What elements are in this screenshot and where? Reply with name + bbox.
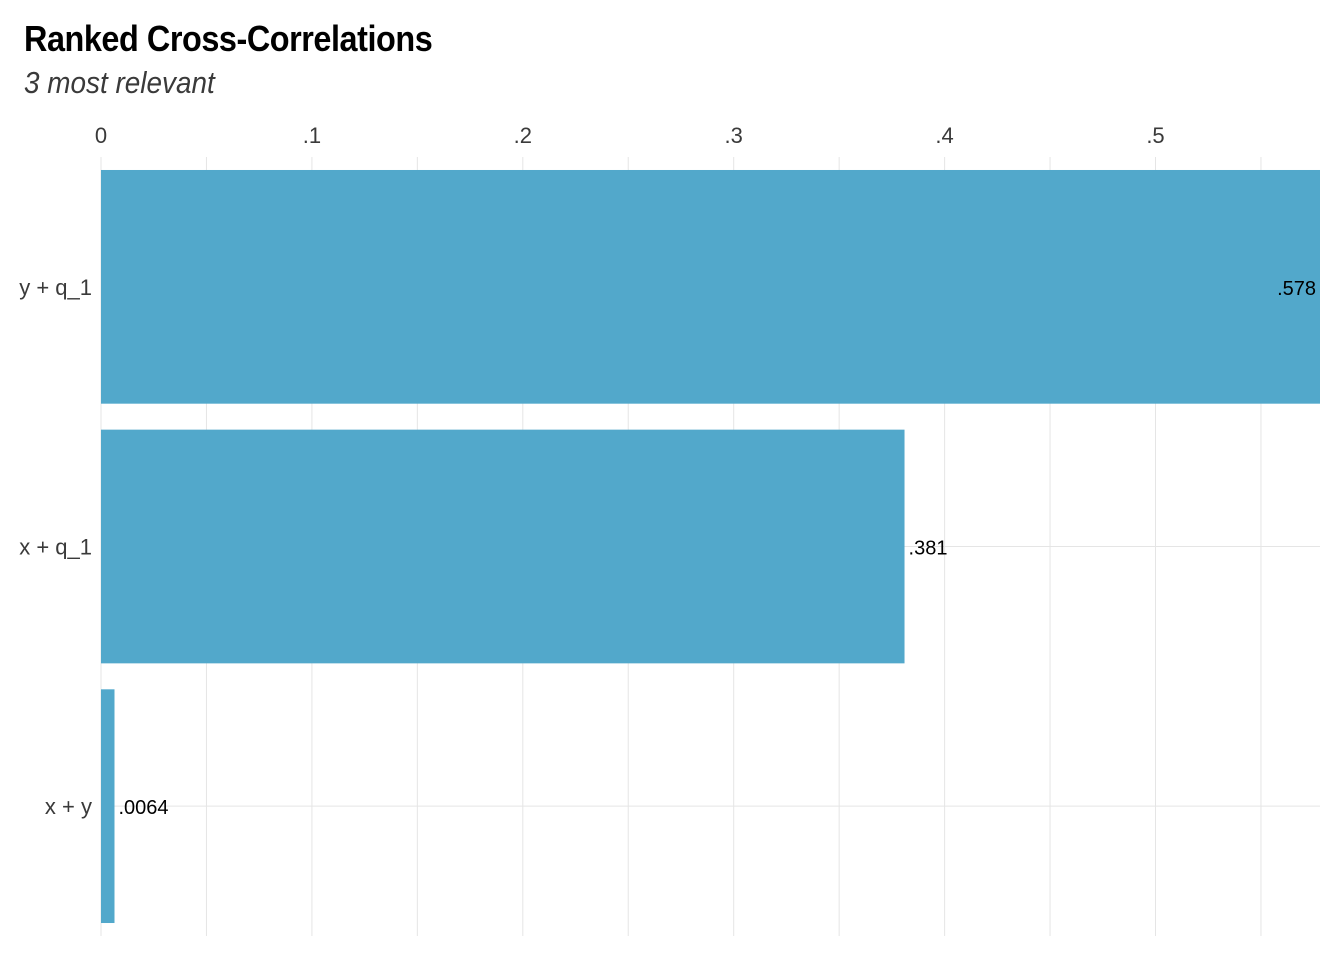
data-label: .0064	[118, 797, 168, 819]
x-tick-label: 0	[95, 123, 107, 148]
bar	[101, 429, 905, 664]
x-tick-label: .2	[514, 123, 532, 148]
bar	[101, 169, 1320, 404]
chart-title: Ranked Cross-Correlations	[24, 18, 433, 59]
category-label: x + q_1	[19, 535, 92, 560]
category-labels: y + q_1x + q_1x + y	[19, 275, 92, 819]
x-tick-label: .1	[303, 123, 321, 148]
category-label: x + y	[45, 794, 92, 819]
x-tick-label: .4	[935, 123, 953, 148]
data-label: .578	[1277, 278, 1316, 300]
data-label: .381	[909, 538, 948, 560]
bars	[101, 169, 1320, 924]
chart-subtitle: 3 most relevant	[24, 65, 215, 100]
category-label: y + q_1	[19, 275, 92, 300]
data-labels: .578 .381 .0064	[118, 278, 1316, 819]
x-tick-label: .3	[725, 123, 743, 148]
x-tick-label: .5	[1146, 123, 1164, 148]
bar	[101, 689, 115, 924]
x-axis-ticks: 0 .1 .2 .3 .4 .5	[95, 123, 1165, 148]
